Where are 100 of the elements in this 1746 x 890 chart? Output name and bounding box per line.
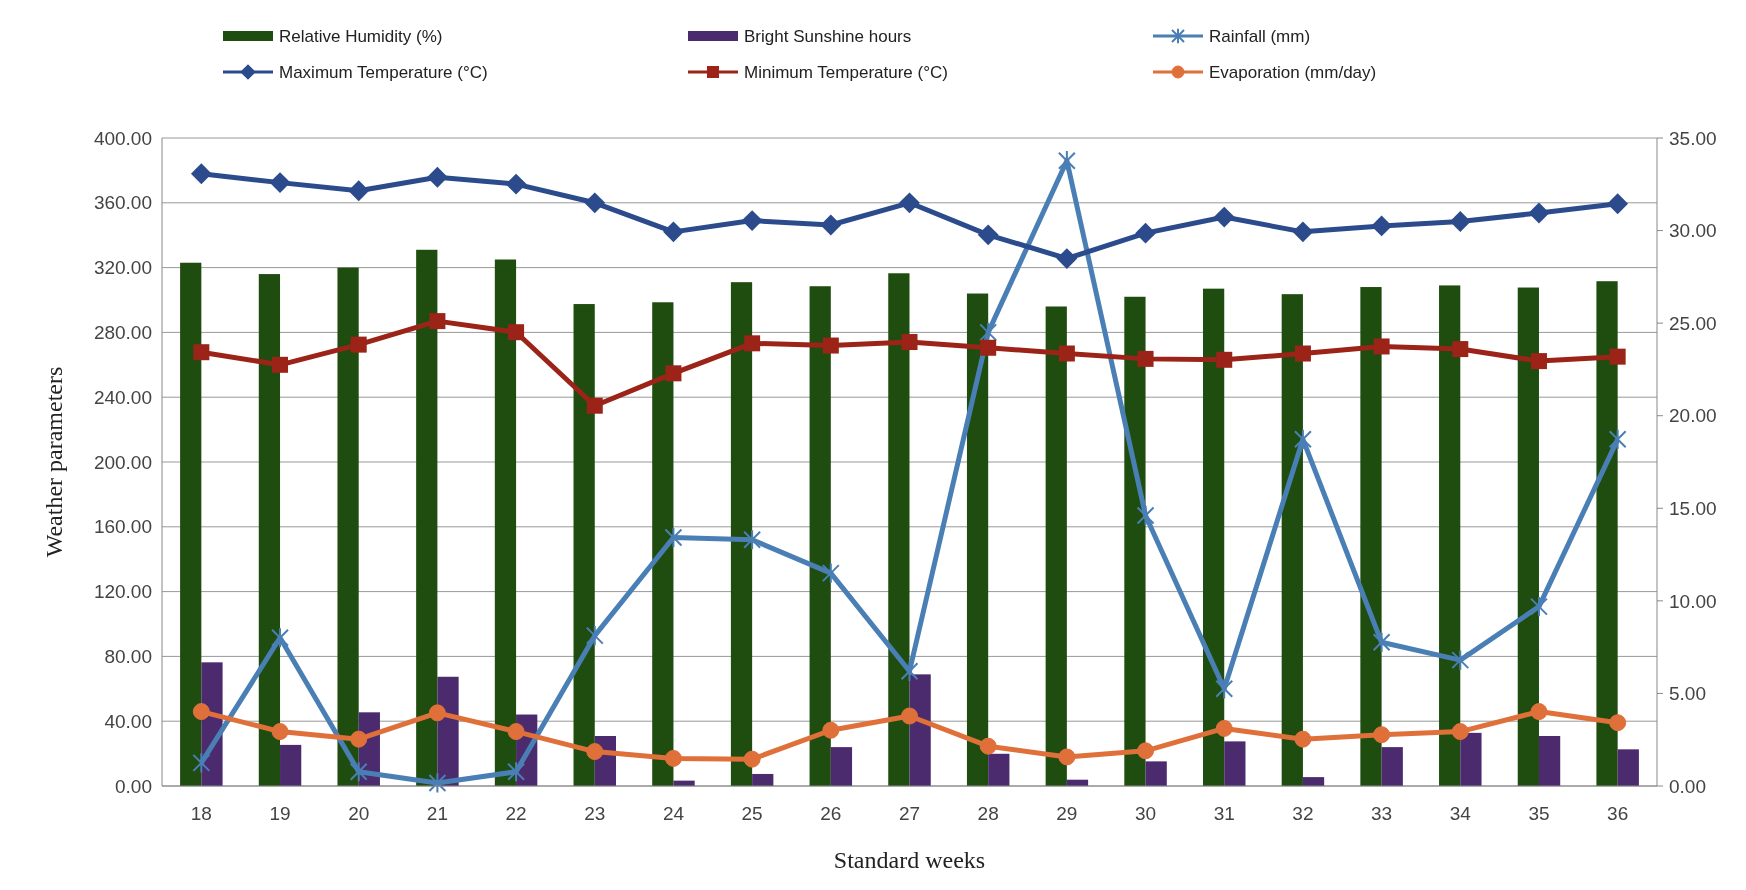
- point: [1058, 345, 1075, 362]
- y2-tick-label: 30.00: [1669, 220, 1717, 242]
- x-tick-label: 33: [1371, 803, 1393, 824]
- y-tick-label: 280.00: [93, 322, 152, 344]
- point: [272, 356, 289, 373]
- point: [1213, 206, 1235, 228]
- y2-tick-label: 10.00: [1669, 590, 1717, 612]
- point: [1057, 150, 1076, 172]
- point: [348, 180, 370, 202]
- point: [664, 749, 682, 767]
- point: [508, 324, 525, 341]
- y-tick-label: 200.00: [93, 451, 152, 473]
- point: [663, 221, 684, 243]
- y-tick-label: 400.00: [93, 127, 152, 149]
- bar: [830, 747, 853, 786]
- bar: [1145, 761, 1167, 786]
- point: [507, 723, 525, 741]
- y-axis-title: Weather parameters: [41, 366, 67, 558]
- bar: [988, 753, 1010, 786]
- y2-tick-label: 20.00: [1669, 405, 1717, 427]
- point: [1373, 726, 1391, 744]
- point: [1530, 703, 1548, 721]
- point: [822, 721, 840, 739]
- point: [586, 397, 603, 414]
- point: [350, 336, 367, 353]
- y-tick-label: 40.00: [104, 710, 152, 732]
- point: [900, 660, 919, 682]
- point: [428, 704, 446, 722]
- x-tick-label: 18: [190, 803, 212, 824]
- point: [979, 737, 997, 755]
- x-tick-label: 35: [1528, 803, 1550, 824]
- y-tick-label: 240.00: [93, 386, 152, 408]
- legend-label: Relative Humidity (%): [279, 27, 443, 46]
- point: [979, 321, 998, 343]
- bar: [1460, 732, 1482, 786]
- x-tick-label: 31: [1213, 803, 1235, 824]
- point: [899, 192, 920, 214]
- x-tick-label: 22: [505, 803, 527, 824]
- x-tick-label: 21: [426, 803, 448, 824]
- point: [1292, 221, 1314, 243]
- x-tick-label: 23: [584, 803, 606, 824]
- y-tick-label: 160.00: [93, 516, 152, 538]
- y2-tick-label: 35.00: [1669, 127, 1717, 149]
- point: [1058, 748, 1076, 766]
- point: [820, 214, 842, 236]
- point: [1215, 719, 1233, 737]
- point: [193, 344, 210, 361]
- point: [1137, 350, 1154, 367]
- x-tick-label: 36: [1607, 803, 1629, 824]
- point: [1449, 211, 1471, 232]
- point: [977, 224, 999, 246]
- y2-tick-label: 15.00: [1669, 497, 1717, 519]
- point: [429, 313, 446, 330]
- legend-label: Evaporation (mm/day): [1209, 63, 1377, 82]
- legend-label: Bright Sunshine hours: [744, 27, 912, 46]
- point: [821, 562, 840, 584]
- point: [1293, 428, 1312, 450]
- point: [428, 772, 447, 794]
- x-tick-label: 26: [820, 803, 842, 824]
- point: [741, 210, 763, 231]
- point: [1451, 649, 1470, 671]
- point: [586, 743, 604, 761]
- point: [192, 703, 210, 721]
- x-tick-label: 25: [741, 803, 763, 824]
- x-tick-label: 30: [1134, 803, 1157, 824]
- point: [1137, 742, 1155, 760]
- point: [665, 365, 682, 382]
- y-tick-label: 120.00: [93, 581, 152, 603]
- point: [1294, 345, 1311, 362]
- point: [1451, 723, 1469, 741]
- point: [980, 339, 997, 356]
- bar: [1617, 749, 1639, 786]
- point: [585, 625, 604, 647]
- point: [901, 334, 918, 351]
- point: [1371, 215, 1393, 237]
- point: [744, 335, 761, 352]
- x-tick-label: 29: [1056, 803, 1078, 824]
- x-tick-label: 34: [1449, 803, 1472, 824]
- bar: [909, 674, 931, 786]
- x-tick-label: 27: [898, 803, 921, 824]
- point: [1373, 338, 1390, 355]
- point: [822, 337, 839, 354]
- x-tick-label: 20: [348, 803, 370, 824]
- x-tick-label: 24: [662, 803, 685, 824]
- point: [349, 761, 368, 783]
- point: [743, 750, 761, 768]
- point: [1609, 348, 1626, 365]
- bar: [1224, 741, 1246, 786]
- point: [505, 173, 527, 195]
- point: [1528, 202, 1550, 224]
- point: [271, 627, 290, 649]
- legend-label: Rainfall (mm): [1209, 27, 1311, 46]
- legend-label: Maximum Temperature (°C): [279, 63, 488, 82]
- point: [584, 192, 606, 214]
- y-tick-label: 0.00: [115, 775, 152, 797]
- y-tick-label: 320.00: [93, 257, 152, 279]
- point: [1372, 631, 1391, 653]
- point: [1135, 222, 1156, 244]
- x-tick-label: 28: [977, 803, 999, 824]
- x-axis-title: Standard weeks: [833, 847, 986, 873]
